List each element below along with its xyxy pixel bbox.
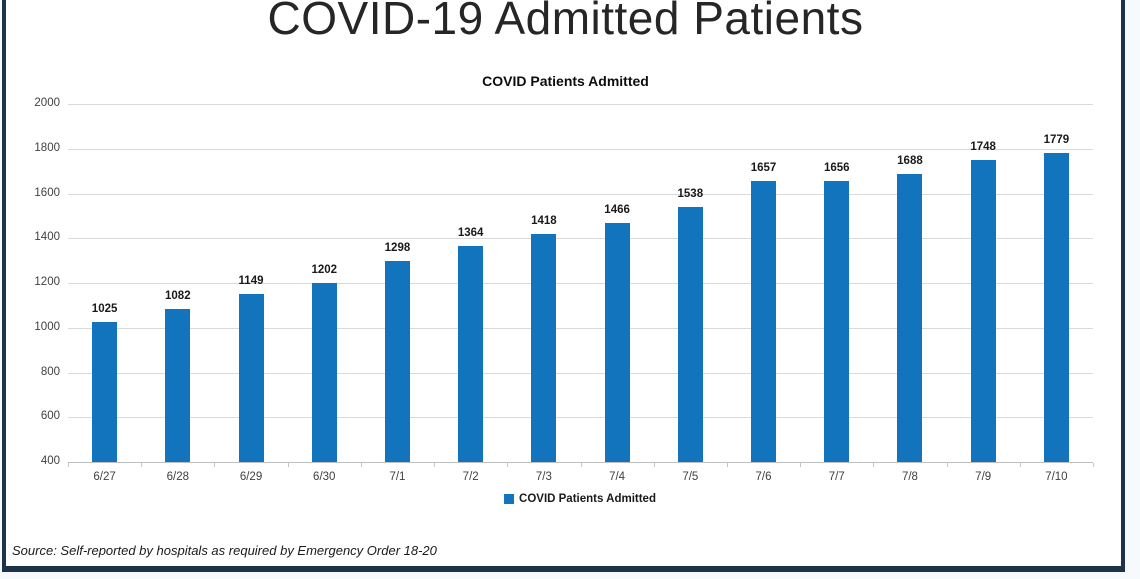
x-axis-category-label: 7/7 xyxy=(828,471,845,483)
x-axis-tick xyxy=(580,463,582,467)
bar xyxy=(824,181,850,462)
bar-value-label: 1748 xyxy=(970,141,996,153)
legend-swatch-icon xyxy=(504,494,515,504)
report-frame xyxy=(2,0,1125,572)
y-axis-tick-label: 1600 xyxy=(34,186,60,199)
x-axis-category-label: 7/8 xyxy=(901,471,918,483)
bar xyxy=(970,160,996,462)
bar-value-label: 1418 xyxy=(531,215,557,227)
source-note: Source: Self-reported by hospitals as re… xyxy=(12,543,437,558)
bar-value-label: 1538 xyxy=(677,188,704,200)
x-axis-category-label: 7/6 xyxy=(755,471,772,483)
x-axis-tick xyxy=(68,463,69,467)
x-axis-category-label: 6/27 xyxy=(93,471,116,483)
chart-legend: COVID Patients Admitted xyxy=(504,493,656,505)
x-axis-category-label: 6/29 xyxy=(239,471,263,483)
x-axis-category-label: 7/3 xyxy=(535,471,552,483)
x-axis-line xyxy=(68,462,1093,463)
bar xyxy=(238,294,264,462)
bar xyxy=(92,322,118,462)
gridline xyxy=(68,193,1093,195)
bar-value-label: 1688 xyxy=(897,155,923,167)
x-axis-category-label: 7/1 xyxy=(389,471,406,483)
bar xyxy=(384,261,410,462)
x-axis-category-label: 6/28 xyxy=(166,471,189,483)
gridline xyxy=(68,327,1093,329)
x-axis-tick xyxy=(726,463,728,467)
y-axis-tick-label: 400 xyxy=(40,455,60,467)
x-axis-tick xyxy=(287,463,289,467)
bar xyxy=(531,234,557,462)
x-axis-tick xyxy=(873,463,875,467)
x-axis-tick xyxy=(653,463,655,467)
x-axis-tick xyxy=(360,463,362,467)
x-axis-tick xyxy=(800,463,802,467)
x-axis-category-label: 7/9 xyxy=(975,471,992,483)
legend-label: COVID Patients Admitted xyxy=(519,493,656,505)
bar xyxy=(165,309,191,462)
x-axis-category-label: 7/5 xyxy=(682,471,699,483)
x-axis-tick xyxy=(434,463,436,467)
bar-value-label: 1779 xyxy=(1043,134,1070,146)
y-axis-tick-label: 1200 xyxy=(34,276,60,288)
bar xyxy=(604,223,630,462)
bar xyxy=(677,207,703,462)
y-axis-tick-label: 800 xyxy=(40,365,60,378)
x-axis-tick xyxy=(507,463,509,467)
bar-value-label: 1149 xyxy=(238,275,264,287)
bar xyxy=(751,181,777,462)
y-axis-tick-label: 1400 xyxy=(34,231,60,244)
x-axis-category-label: 7/4 xyxy=(609,471,626,483)
gridline xyxy=(68,417,1093,419)
y-axis-tick-label: 2000 xyxy=(34,97,60,109)
bar-value-label: 1656 xyxy=(823,162,850,174)
gridline xyxy=(68,372,1093,374)
x-axis-tick xyxy=(1093,463,1094,467)
bar-value-label: 1025 xyxy=(91,303,118,315)
chart-title: COVID Patients Admitted xyxy=(482,73,649,89)
gridline xyxy=(68,148,1093,150)
x-axis-tick xyxy=(214,463,216,467)
x-axis-tick xyxy=(141,463,143,467)
y-axis-tick-label: 600 xyxy=(40,410,60,423)
bar xyxy=(1043,153,1069,462)
gridline xyxy=(68,283,1093,284)
bar-value-label: 1364 xyxy=(457,227,484,239)
bar xyxy=(311,283,337,462)
x-axis-category-label: 7/10 xyxy=(1045,471,1068,483)
x-axis-tick xyxy=(1019,463,1021,467)
bar xyxy=(897,174,923,462)
bar-value-label: 1082 xyxy=(165,290,191,302)
x-axis-category-label: 7/2 xyxy=(462,471,479,483)
page-title: COVID-19 Admitted Patients xyxy=(267,0,864,44)
y-axis-tick-label: 1000 xyxy=(34,320,60,333)
gridline xyxy=(68,104,1093,105)
gridline xyxy=(68,238,1093,240)
y-axis-tick-label: 1800 xyxy=(34,141,60,154)
x-axis-category-label: 6/30 xyxy=(313,471,336,483)
bar-value-label: 1657 xyxy=(750,162,777,174)
bar-value-label: 1298 xyxy=(384,242,411,254)
bar-value-label: 1202 xyxy=(311,264,338,276)
bar-value-label: 1466 xyxy=(604,204,630,216)
bar xyxy=(458,246,484,462)
x-axis-tick xyxy=(946,463,948,467)
